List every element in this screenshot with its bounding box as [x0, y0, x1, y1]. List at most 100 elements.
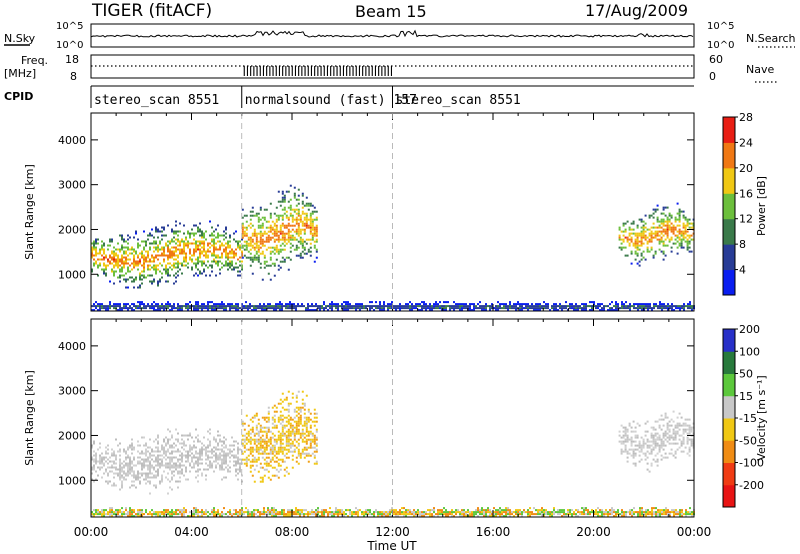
scatter-cell: [135, 250, 137, 253]
scatter-cell: [229, 246, 231, 249]
scatter-cell: [547, 307, 549, 310]
scatter-cell: [255, 414, 258, 417]
scatter-cell: [225, 466, 227, 469]
scatter-cell: [125, 278, 127, 281]
scatter-cell: [131, 268, 133, 271]
scatter-cell: [285, 436, 288, 439]
scatter-cell: [177, 472, 179, 475]
scatter-cell: [279, 440, 282, 443]
scatter-cell: [129, 248, 131, 251]
freq-left-tick-bottom: 8: [70, 70, 77, 83]
scatter-cell: [211, 452, 213, 455]
scatter-cell: [103, 305, 105, 308]
scatter-cell: [109, 456, 111, 459]
scatter-cell: [265, 468, 268, 471]
scatter-cell: [221, 466, 223, 469]
scatter-cell: [305, 430, 308, 433]
scatter-cell: [297, 424, 300, 427]
scatter-cell: [309, 224, 312, 227]
scatter-cell: [141, 513, 143, 516]
scatter-cell: [463, 303, 465, 306]
scatter-cell: [657, 305, 659, 308]
scatter-cell: [91, 513, 93, 516]
scatter-cell: [686, 440, 689, 443]
scatter-cell: [449, 513, 451, 516]
scatter-cell: [293, 186, 296, 189]
scatter-cell: [179, 466, 181, 469]
scatter-cell: [189, 234, 191, 237]
scatter-cell: [217, 444, 219, 447]
scatter-cell: [688, 430, 691, 433]
scatter-cell: [303, 216, 306, 219]
scatter-cell: [209, 462, 211, 465]
scatter-cell: [666, 416, 669, 419]
scatter-cell: [481, 511, 483, 514]
scatter-cell: [121, 480, 123, 483]
scatter-cell: [676, 234, 679, 237]
scatter-cell: [223, 264, 225, 267]
scatter-cell: [664, 434, 667, 437]
scatter-cell: [109, 260, 111, 263]
scatter-cell: [579, 307, 581, 310]
scatter-cell: [539, 307, 541, 310]
scatter-cell: [636, 242, 639, 245]
scatter-cell: [305, 440, 308, 443]
scatter-cell: [185, 258, 187, 261]
scatter-cell: [179, 476, 181, 479]
scatter-cell: [311, 224, 314, 227]
scatter-cell: [227, 262, 229, 265]
scatter-cell: [660, 414, 663, 417]
scatter-cell: [189, 248, 191, 251]
scatter-cell: [153, 440, 155, 443]
scatter-cell: [199, 272, 201, 275]
scatter-cell: [95, 452, 97, 455]
scatter-cell: [237, 274, 239, 277]
scatter-cell: [573, 305, 575, 308]
scatter-cell: [343, 511, 345, 514]
scatter-cell: [672, 430, 675, 433]
scatter-cell: [459, 513, 461, 516]
scatter-cell: [251, 214, 254, 217]
scatter-cell: [305, 394, 308, 397]
scatter-cell: [199, 240, 201, 243]
scatter-cell: [285, 210, 288, 213]
scatter-cell: [145, 242, 147, 245]
scatter-cell: [271, 422, 274, 425]
scatter-cell: [251, 464, 254, 467]
scatter-cell: [652, 442, 655, 445]
scatter-cell: [105, 480, 107, 483]
scatter-cell: [341, 509, 343, 512]
scatter-cell: [273, 404, 276, 407]
scatter-cell: [273, 238, 276, 241]
scatter-cell: [660, 458, 663, 461]
scatter-cell: [495, 511, 497, 514]
scatter-cell: [119, 474, 121, 477]
scatter-cell: [301, 509, 303, 512]
scatter-cell: [161, 252, 163, 255]
scatter-cell: [151, 274, 153, 277]
scatter-cell: [177, 254, 179, 257]
scatter-cell: [457, 303, 459, 306]
scatter-cell: [453, 515, 455, 518]
scatter-cell: [119, 258, 121, 261]
scatter-cell: [127, 258, 129, 261]
sky-right-label: N.Search: [746, 32, 796, 45]
scatter-cell: [219, 268, 221, 271]
scatter-cell: [153, 240, 155, 243]
scatter-cell: [171, 307, 173, 310]
scatter-cell: [391, 301, 393, 304]
scatter-cell: [201, 513, 203, 516]
scatter-cell: [407, 513, 409, 516]
scatter-cell: [253, 515, 255, 518]
scatter-cell: [175, 444, 177, 447]
scatter-cell: [121, 307, 123, 310]
scatter-cell: [185, 305, 187, 308]
scatter-cell: [293, 248, 296, 251]
scatter-cell: [211, 309, 213, 312]
scatter-cell: [195, 309, 197, 312]
scatter-cell: [662, 234, 665, 237]
scatter-cell: [660, 212, 663, 215]
scatter-cell: [221, 478, 223, 481]
scatter-cell: [181, 250, 183, 253]
scatter-cell: [281, 232, 284, 235]
